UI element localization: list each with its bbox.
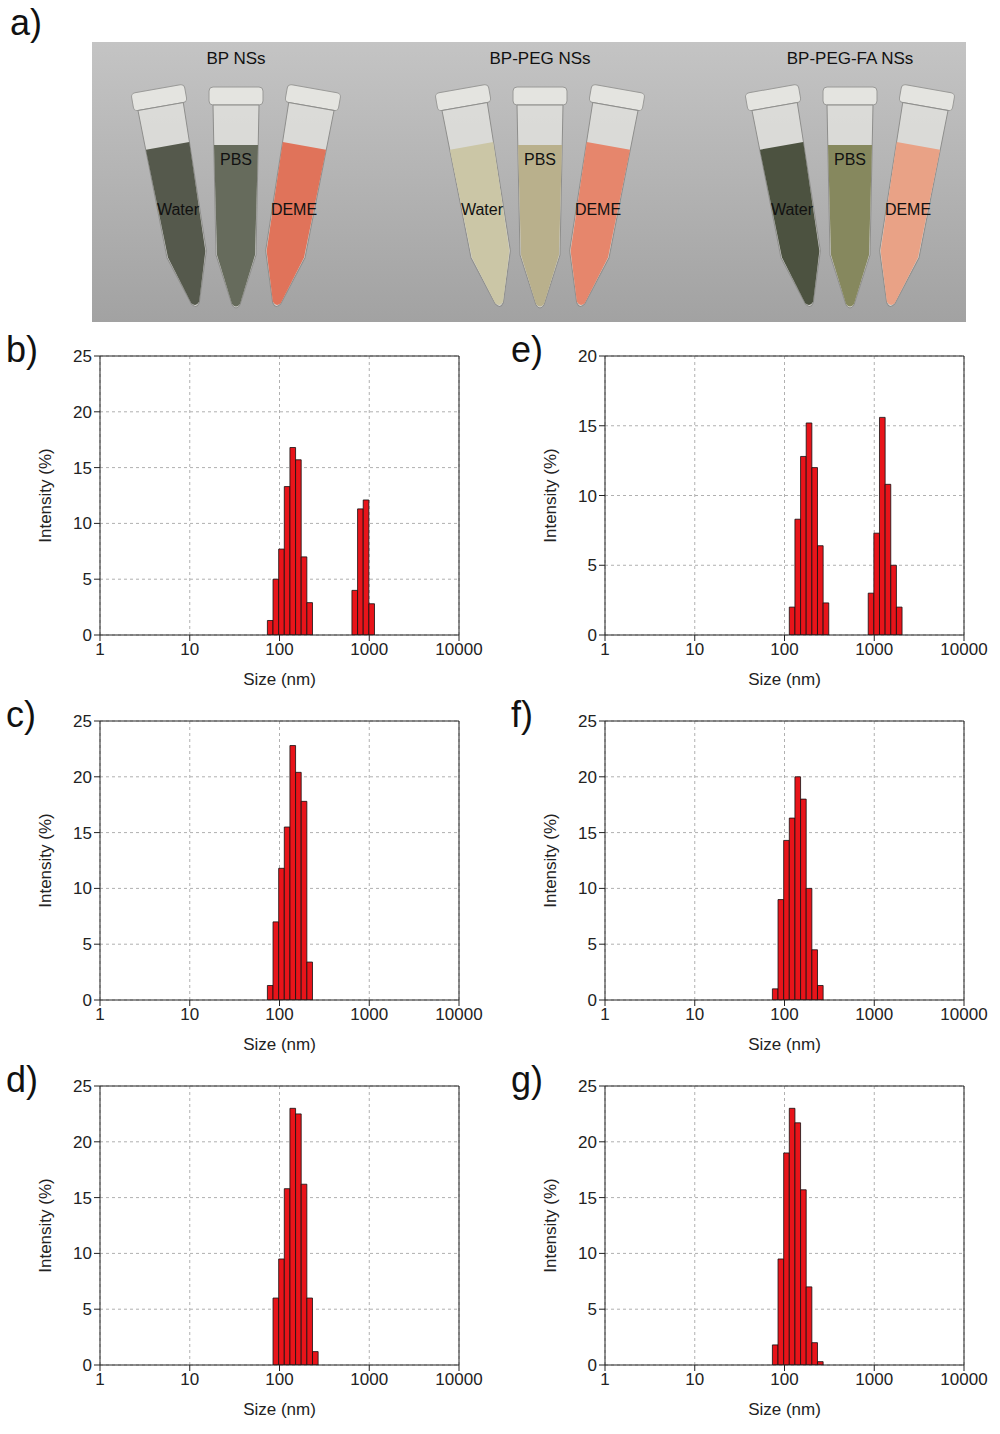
- svg-text:1: 1: [600, 640, 609, 659]
- svg-text:15: 15: [578, 824, 597, 843]
- svg-text:5: 5: [588, 556, 597, 575]
- svg-text:15: 15: [73, 459, 92, 478]
- svg-text:Intensity (%): Intensity (%): [541, 813, 560, 907]
- svg-text:5: 5: [588, 935, 597, 954]
- svg-text:10: 10: [578, 1244, 597, 1263]
- svg-text:DEME: DEME: [271, 201, 317, 218]
- svg-text:100: 100: [265, 640, 293, 659]
- svg-text:5: 5: [83, 1300, 92, 1319]
- svg-text:BP NSs: BP NSs: [206, 49, 265, 68]
- html-text:e): e): [511, 329, 543, 370]
- html-text:b): b): [6, 329, 38, 370]
- html-text:d): d): [6, 1059, 38, 1100]
- svg-text:100: 100: [265, 1005, 293, 1024]
- svg-text:1: 1: [95, 1370, 104, 1389]
- svg-text:1000: 1000: [855, 640, 893, 659]
- svg-text:1: 1: [95, 640, 104, 659]
- svg-text:10: 10: [685, 640, 704, 659]
- svg-text:0: 0: [83, 1356, 92, 1375]
- svg-text:10: 10: [578, 879, 597, 898]
- svg-text:Water: Water: [157, 201, 200, 218]
- svg-text:10: 10: [73, 1244, 92, 1263]
- svg-text:Intensity (%): Intensity (%): [541, 1178, 560, 1272]
- svg-text:25: 25: [73, 1077, 92, 1096]
- svg-text:10: 10: [578, 487, 597, 506]
- svg-text:10000: 10000: [435, 640, 482, 659]
- svg-text:0: 0: [588, 991, 597, 1010]
- svg-text:10: 10: [685, 1005, 704, 1024]
- svg-text:5: 5: [83, 570, 92, 589]
- svg-text:1000: 1000: [350, 640, 388, 659]
- svg-text:100: 100: [770, 1005, 798, 1024]
- svg-text:15: 15: [73, 1189, 92, 1208]
- svg-text:25: 25: [73, 347, 92, 366]
- svg-text:10000: 10000: [940, 1370, 987, 1389]
- svg-text:15: 15: [73, 824, 92, 843]
- svg-text:1000: 1000: [855, 1005, 893, 1024]
- svg-text:DEME: DEME: [575, 201, 621, 218]
- svg-text:20: 20: [578, 347, 597, 366]
- svg-text:20: 20: [578, 1133, 597, 1152]
- svg-text:5: 5: [83, 935, 92, 954]
- svg-text:1: 1: [600, 1370, 609, 1389]
- svg-text:20: 20: [73, 768, 92, 787]
- svg-text:Size (nm): Size (nm): [748, 1400, 821, 1419]
- svg-text:10: 10: [180, 640, 199, 659]
- svg-text:1000: 1000: [350, 1370, 388, 1389]
- svg-text:0: 0: [83, 991, 92, 1010]
- svg-text:10000: 10000: [940, 1005, 987, 1024]
- html-text:f): f): [511, 694, 533, 735]
- html-text:a): a): [10, 2, 42, 43]
- svg-text:Size (nm): Size (nm): [243, 1035, 316, 1054]
- svg-text:DEME: DEME: [885, 201, 931, 218]
- svg-text:20: 20: [578, 768, 597, 787]
- svg-text:10000: 10000: [435, 1005, 482, 1024]
- svg-text:0: 0: [83, 626, 92, 645]
- svg-text:Intensity (%): Intensity (%): [541, 448, 560, 542]
- svg-text:10: 10: [685, 1370, 704, 1389]
- svg-text:25: 25: [73, 712, 92, 731]
- svg-text:25: 25: [578, 1077, 597, 1096]
- svg-text:10: 10: [180, 1005, 199, 1024]
- svg-text:Intensity (%): Intensity (%): [36, 1178, 55, 1272]
- svg-text:1000: 1000: [350, 1005, 388, 1024]
- svg-text:20: 20: [73, 403, 92, 422]
- svg-text:0: 0: [588, 1356, 597, 1375]
- svg-text:10: 10: [180, 1370, 199, 1389]
- svg-text:1000: 1000: [855, 1370, 893, 1389]
- svg-text:Intensity (%): Intensity (%): [36, 448, 55, 542]
- svg-text:PBS: PBS: [220, 151, 252, 168]
- svg-text:25: 25: [578, 712, 597, 731]
- svg-text:0: 0: [588, 626, 597, 645]
- svg-text:BP-PEG-FA NSs: BP-PEG-FA NSs: [787, 49, 914, 68]
- svg-text:100: 100: [770, 640, 798, 659]
- svg-text:100: 100: [265, 1370, 293, 1389]
- svg-text:1: 1: [600, 1005, 609, 1024]
- svg-text:Size (nm): Size (nm): [748, 670, 821, 689]
- svg-text:Intensity (%): Intensity (%): [36, 813, 55, 907]
- svg-text:15: 15: [578, 417, 597, 436]
- svg-text:PBS: PBS: [834, 151, 866, 168]
- svg-text:10: 10: [73, 879, 92, 898]
- svg-text:1: 1: [95, 1005, 104, 1024]
- html-text:c): c): [6, 694, 36, 735]
- svg-text:BP-PEG NSs: BP-PEG NSs: [489, 49, 590, 68]
- svg-text:Water: Water: [771, 201, 814, 218]
- svg-text:Size (nm): Size (nm): [748, 1035, 821, 1054]
- svg-text:Water: Water: [461, 201, 504, 218]
- html-text:g): g): [511, 1059, 543, 1100]
- svg-text:100: 100: [770, 1370, 798, 1389]
- svg-text:10000: 10000: [940, 640, 987, 659]
- svg-text:Size (nm): Size (nm): [243, 1400, 316, 1419]
- svg-text:10: 10: [73, 514, 92, 533]
- svg-text:PBS: PBS: [524, 151, 556, 168]
- svg-text:5: 5: [588, 1300, 597, 1319]
- svg-text:10000: 10000: [435, 1370, 482, 1389]
- svg-text:Size (nm): Size (nm): [243, 670, 316, 689]
- svg-text:15: 15: [578, 1189, 597, 1208]
- svg-text:20: 20: [73, 1133, 92, 1152]
